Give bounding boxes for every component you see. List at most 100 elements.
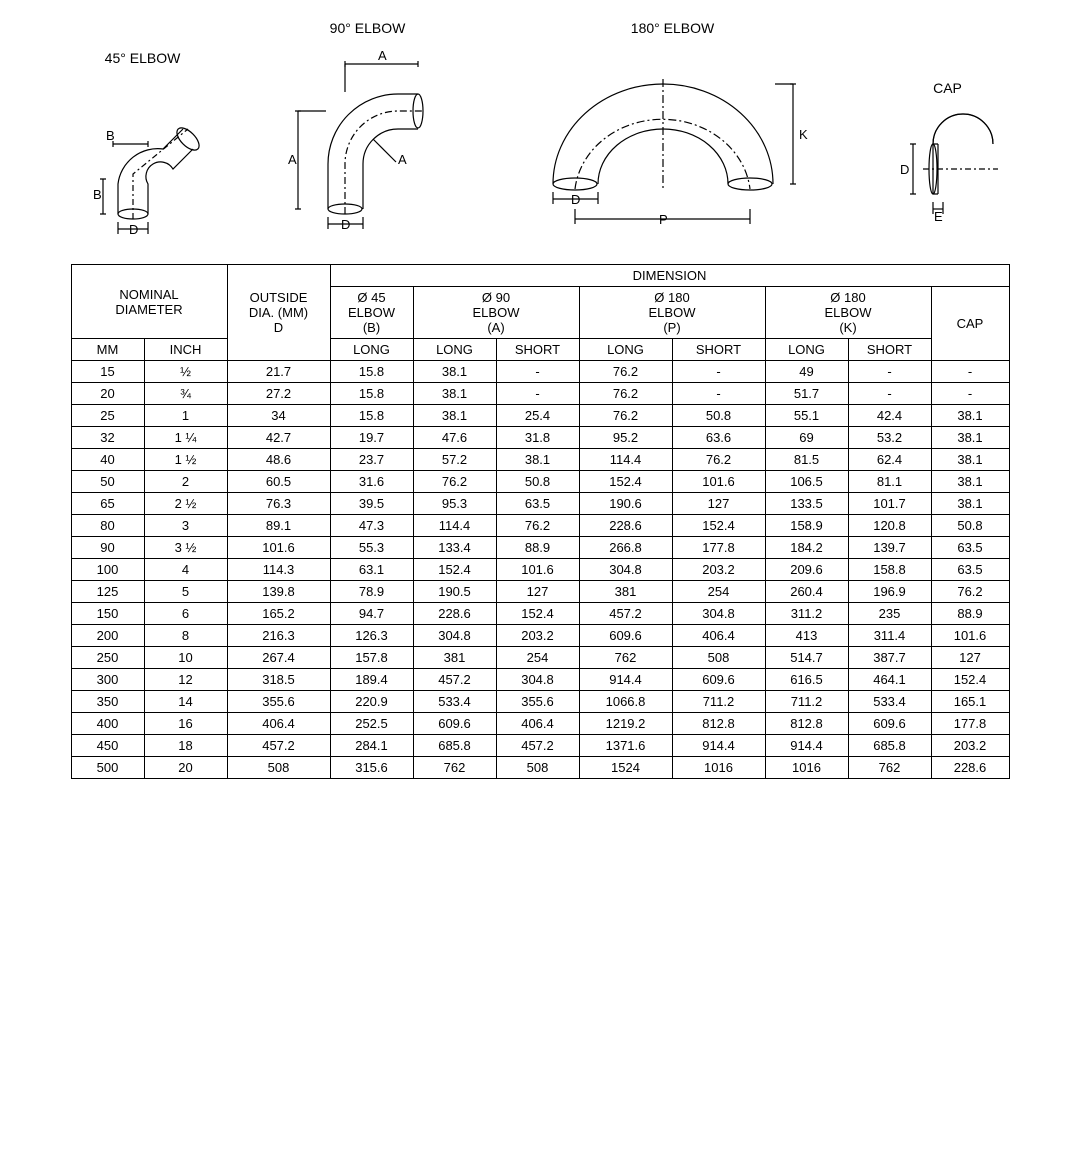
table-cell: 457.2	[579, 603, 672, 625]
table-cell: -	[496, 383, 579, 405]
th-inch: INCH	[144, 339, 227, 361]
table-cell: 228.6	[413, 603, 496, 625]
th-outside: OUTSIDEDIA. (MM)D	[227, 265, 330, 361]
table-cell: 158.9	[765, 515, 848, 537]
label-b1: B	[93, 187, 102, 202]
table-cell: 1219.2	[579, 713, 672, 735]
table-cell: 114.4	[579, 449, 672, 471]
diagrams-row: 45° ELBOW	[0, 10, 1080, 264]
label-a1: A	[288, 152, 297, 167]
table-cell: 177.8	[672, 537, 765, 559]
table-cell: 14	[144, 691, 227, 713]
table-row: 50020508315.6762508152410161016762228.6	[71, 757, 1009, 779]
table-cell: 616.5	[765, 669, 848, 691]
table-row: 25010267.4157.8381254762508514.7387.7127	[71, 647, 1009, 669]
table-cell: 69	[765, 427, 848, 449]
table-cell: 514.7	[765, 647, 848, 669]
table-cell: 508	[496, 757, 579, 779]
label-k: K	[799, 127, 808, 142]
table-cell: 101.6	[496, 559, 579, 581]
table-cell: 500	[71, 757, 144, 779]
table-row: 321 ¼42.719.747.631.895.263.66953.238.1	[71, 427, 1009, 449]
table-cell: 50	[71, 471, 144, 493]
table-cell: 318.5	[227, 669, 330, 691]
label-d-90: D	[341, 217, 350, 232]
table-cell: 533.4	[848, 691, 931, 713]
table-cell: 76.3	[227, 493, 330, 515]
table-cell: 165.2	[227, 603, 330, 625]
th-mm: MM	[71, 339, 144, 361]
table-cell: 609.6	[672, 669, 765, 691]
table-cell: 350	[71, 691, 144, 713]
table-cell: 25	[71, 405, 144, 427]
table-cell: 38.1	[413, 405, 496, 427]
th-short2: SHORT	[672, 339, 765, 361]
table-cell: 304.8	[413, 625, 496, 647]
table-cell: 101.7	[848, 493, 931, 515]
table-cell: 76.2	[496, 515, 579, 537]
table-cell: 15.8	[330, 405, 413, 427]
table-cell: 152.4	[931, 669, 1009, 691]
table-cell: 57.2	[413, 449, 496, 471]
th-e180p: Ø 180ELBOW(P)	[579, 287, 765, 339]
table-cell: 18	[144, 735, 227, 757]
th-nominal: NOMINALDIAMETER	[71, 265, 227, 339]
table-cell: 284.1	[330, 735, 413, 757]
table-cell: 266.8	[579, 537, 672, 559]
table-cell: 914.4	[579, 669, 672, 691]
table-cell: 381	[413, 647, 496, 669]
th-e180k: Ø 180ELBOW(K)	[765, 287, 931, 339]
table-row: 50260.531.676.250.8152.4101.6106.581.138…	[71, 471, 1009, 493]
table-cell: 38.1	[931, 427, 1009, 449]
table-cell: 63.5	[931, 559, 1009, 581]
table-cell: 127	[672, 493, 765, 515]
label-a2: A	[378, 48, 387, 63]
table-cell: 31.8	[496, 427, 579, 449]
table-cell: 114.4	[413, 515, 496, 537]
table-cell: 2 ½	[144, 493, 227, 515]
table-cell: 38.1	[413, 361, 496, 383]
table-cell: 457.2	[413, 669, 496, 691]
table-cell: 81.5	[765, 449, 848, 471]
table-cell: 508	[672, 647, 765, 669]
th-long3: LONG	[579, 339, 672, 361]
table-cell: 152.4	[672, 515, 765, 537]
table-cell: 15.8	[330, 383, 413, 405]
table-cell: 48.6	[227, 449, 330, 471]
table-cell: 31.6	[330, 471, 413, 493]
table-cell: 62.4	[848, 449, 931, 471]
table-cell: 126.3	[330, 625, 413, 647]
table-cell: 220.9	[330, 691, 413, 713]
table-cell: 76.2	[413, 471, 496, 493]
table-cell: 101.6	[931, 625, 1009, 647]
table-cell: 508	[227, 757, 330, 779]
table-row: 401 ½48.623.757.238.1114.476.281.562.438…	[71, 449, 1009, 471]
table-cell: 34	[227, 405, 330, 427]
table-cell: 1371.6	[579, 735, 672, 757]
table-cell: 94.7	[330, 603, 413, 625]
table-cell: 260.4	[765, 581, 848, 603]
diagram-45-svg: B B D	[73, 74, 213, 234]
table-cell: 76.2	[579, 361, 672, 383]
diagram-45-elbow: 45° ELBOW	[73, 50, 213, 234]
table-cell: 27.2	[227, 383, 330, 405]
table-cell: 55.3	[330, 537, 413, 559]
table-row: 1255139.878.9190.5127381254260.4196.976.…	[71, 581, 1009, 603]
table-cell: 47.6	[413, 427, 496, 449]
table-cell: 189.4	[330, 669, 413, 691]
table-cell: -	[848, 383, 931, 405]
table-cell: 464.1	[848, 669, 931, 691]
table-cell: 190.5	[413, 581, 496, 603]
table-cell: 3	[144, 515, 227, 537]
table-cell: 95.2	[579, 427, 672, 449]
table-cell: 38.1	[931, 493, 1009, 515]
table-cell: ¾	[144, 383, 227, 405]
table-cell: 60.5	[227, 471, 330, 493]
table-cell: 50.8	[931, 515, 1009, 537]
table-cell: 609.6	[413, 713, 496, 735]
diagram-cap-title: CAP	[933, 80, 962, 96]
table-cell: 23.7	[330, 449, 413, 471]
table-cell: 355.6	[227, 691, 330, 713]
table-cell: 38.1	[413, 383, 496, 405]
table-cell: 51.7	[765, 383, 848, 405]
